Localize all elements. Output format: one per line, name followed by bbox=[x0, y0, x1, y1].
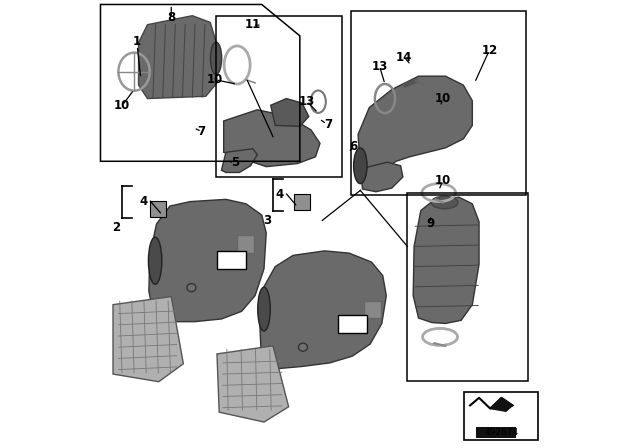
Bar bbox=[150, 201, 166, 217]
Ellipse shape bbox=[148, 237, 162, 284]
Text: 492674: 492674 bbox=[484, 428, 518, 437]
Polygon shape bbox=[149, 199, 266, 322]
Bar bbox=[407, 193, 528, 381]
Text: 10: 10 bbox=[435, 174, 451, 188]
Text: 10: 10 bbox=[207, 73, 223, 86]
Polygon shape bbox=[260, 251, 387, 370]
Text: 2: 2 bbox=[112, 221, 120, 234]
Text: 10: 10 bbox=[114, 99, 130, 112]
Text: 14: 14 bbox=[396, 51, 412, 64]
Bar bbox=[294, 194, 310, 210]
Text: 12: 12 bbox=[481, 43, 497, 57]
Polygon shape bbox=[113, 297, 184, 382]
Bar bbox=[351, 11, 526, 195]
Text: 13: 13 bbox=[371, 60, 388, 73]
Ellipse shape bbox=[431, 196, 458, 209]
Text: 7: 7 bbox=[324, 117, 332, 131]
Bar bbox=[476, 427, 516, 438]
Polygon shape bbox=[358, 76, 472, 170]
Bar bbox=[364, 301, 381, 318]
Polygon shape bbox=[224, 110, 320, 167]
Ellipse shape bbox=[258, 287, 270, 331]
Ellipse shape bbox=[187, 284, 196, 292]
Bar bbox=[217, 251, 246, 269]
Text: 13: 13 bbox=[298, 95, 315, 108]
Text: 5: 5 bbox=[231, 155, 239, 169]
Bar bbox=[216, 16, 342, 177]
Bar bbox=[237, 235, 254, 253]
Text: 8: 8 bbox=[167, 10, 175, 24]
Polygon shape bbox=[217, 346, 289, 422]
Text: 6: 6 bbox=[349, 140, 358, 154]
Polygon shape bbox=[360, 162, 403, 192]
Ellipse shape bbox=[298, 343, 307, 351]
Text: 9: 9 bbox=[426, 216, 435, 230]
Polygon shape bbox=[490, 398, 513, 411]
Polygon shape bbox=[413, 197, 479, 323]
Polygon shape bbox=[221, 149, 257, 172]
Text: 4: 4 bbox=[276, 188, 284, 201]
Polygon shape bbox=[271, 99, 309, 126]
Bar bbox=[338, 315, 367, 333]
Polygon shape bbox=[139, 16, 217, 99]
Text: 1: 1 bbox=[133, 34, 141, 48]
Bar bbox=[464, 392, 538, 440]
Text: 7: 7 bbox=[198, 125, 206, 138]
Text: 4: 4 bbox=[140, 195, 148, 208]
Ellipse shape bbox=[211, 42, 221, 74]
Text: 3: 3 bbox=[264, 214, 271, 227]
Text: 10: 10 bbox=[435, 92, 451, 105]
Ellipse shape bbox=[353, 148, 367, 184]
Text: 11: 11 bbox=[244, 18, 261, 31]
